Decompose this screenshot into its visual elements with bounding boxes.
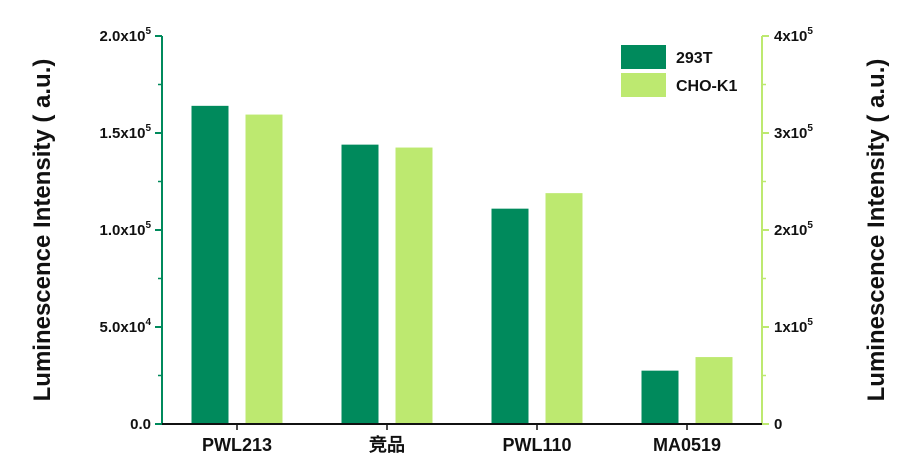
tick-mantissa: 4x10 [774,28,807,45]
bars-layer [191,105,733,425]
legend-label-293t: 293T [676,50,713,67]
bar-cho-k1-0 [245,114,283,424]
right-tick-label: 0 [774,416,782,433]
bar-293t-0 [191,105,229,424]
left-tick-label: 0.0 [130,416,151,433]
left-tick-label: 1.5x105 [100,123,152,142]
tick-mantissa: 0 [774,416,782,433]
tick-exponent: 5 [807,26,813,37]
x-tick-label: 竞品 [369,434,405,455]
tick-mantissa: 1x10 [774,319,807,336]
left-tick-label: 5.0x104 [100,317,152,336]
tick-exponent: 5 [807,317,813,328]
bar-cho-k1-2 [545,193,583,424]
right-axis-title: Luminescence Intensity ( a.u.) [863,59,890,402]
tick-mantissa: 5.0x10 [100,319,146,336]
right-tick-label: 1x105 [774,317,813,336]
right-tick-label: 4x105 [774,26,813,45]
x-tick-label: PWL110 [502,435,571,455]
tick-mantissa: 3x10 [774,125,807,142]
tick-mantissa: 2x10 [774,222,807,239]
bar-293t-3 [641,370,679,424]
tick-exponent: 5 [807,220,813,231]
tick-exponent: 5 [145,26,151,37]
left-axis-title: Luminescence Intensity ( a.u.) [29,59,56,402]
x-tick-label: MA0519 [653,435,721,455]
legend: 293T CHO-K1 [621,45,737,97]
right-tick-label: 3x105 [774,123,813,142]
left-tick-label: 1.0x105 [100,220,152,239]
bar-293t-2 [491,208,529,424]
legend-swatch-cho-k1 [621,73,666,97]
tick-mantissa: 1.5x10 [100,125,146,142]
tick-exponent: 5 [145,220,151,231]
axes-layer: PWL213 竞品 PWL110 MA05190.05.0x1041.0x1051.5… [29,26,890,455]
x-tick-label: PWL213 [202,435,272,455]
tick-mantissa: 2.0x10 [100,28,146,45]
tick-mantissa: 0.0 [130,416,151,433]
bar-293t-1 [341,144,379,424]
tick-exponent: 4 [145,317,151,328]
left-tick-label: 2.0x105 [100,26,152,45]
tick-exponent: 5 [807,123,813,134]
bar-cho-k1-1 [395,147,433,425]
bar-cho-k1-3 [695,357,733,424]
legend-swatch-293t [621,45,666,69]
tick-mantissa: 1.0x10 [100,222,146,239]
tick-exponent: 5 [145,123,151,134]
right-tick-label: 2x105 [774,220,813,239]
legend-label-cho-k1: CHO-K1 [676,78,737,95]
